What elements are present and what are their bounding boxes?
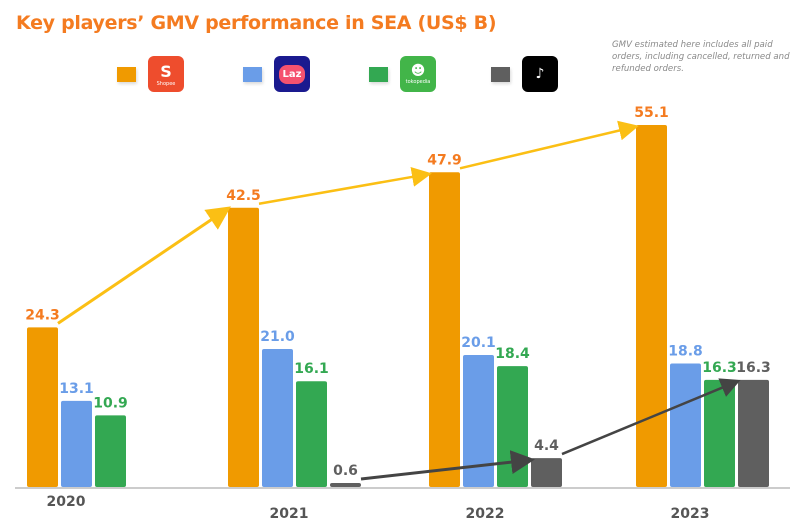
value-label: 16.1 xyxy=(294,361,329,377)
bar-tokopedia-2023 xyxy=(704,379,735,487)
bar-lazada-2021 xyxy=(262,349,293,487)
bar-tokopedia-2021 xyxy=(296,381,327,487)
tiktok-shop-logo-icon: ♪ xyxy=(522,56,558,92)
trend-arrow-tiktok-shop xyxy=(360,450,535,481)
value-label: 21.0 xyxy=(260,329,295,345)
bar-tiktok-shop-2021 xyxy=(330,483,361,487)
tokopedia-logo-icon: ☻ tokopedia xyxy=(400,56,436,92)
x-tick-label: 2020 xyxy=(47,494,86,510)
gmv-footnote: GMV estimated here includes all paid ord… xyxy=(612,40,790,74)
lazada-logo-icon: Laz xyxy=(274,56,310,92)
value-label: 0.6 xyxy=(333,463,358,479)
bar-lazada-2020 xyxy=(61,400,92,487)
bar-shopee-2021 xyxy=(228,207,259,487)
bar-tokopedia-2022 xyxy=(497,366,528,487)
legend-swatch xyxy=(117,66,136,82)
bar-tiktok-shop-2022 xyxy=(531,458,562,487)
value-label: 16.3 xyxy=(702,360,737,376)
x-tick-label: 2021 xyxy=(270,506,309,522)
bar-lazada-2023 xyxy=(670,363,701,487)
bar-shopee-2023 xyxy=(636,124,667,488)
trend-arrow-shopee xyxy=(57,206,231,325)
value-label: 10.9 xyxy=(93,395,128,411)
trend-arrow-shopee xyxy=(258,167,432,206)
bar-shopee-2022 xyxy=(429,172,460,487)
legend-item-shopee: S Shopee xyxy=(117,56,184,92)
value-label: 55.1 xyxy=(634,105,669,121)
x-tick-label: 2023 xyxy=(671,506,710,522)
value-label: 18.4 xyxy=(495,346,530,362)
value-label: 4.4 xyxy=(534,438,559,454)
value-label: 13.1 xyxy=(59,381,94,397)
legend-swatch xyxy=(243,66,262,82)
x-tick-label: 2022 xyxy=(466,506,505,522)
value-label: 18.8 xyxy=(668,343,703,359)
legend-item-tokopedia: ☻ tokopedia xyxy=(369,56,436,92)
trend-arrow-tiktok-shop xyxy=(561,378,741,456)
chart-title: Key players’ GMV performance in SEA (US$… xyxy=(16,12,497,34)
value-label: 47.9 xyxy=(427,152,462,168)
trend-arrow-shopee xyxy=(459,120,639,170)
legend-swatch xyxy=(491,66,510,82)
bar-shopee-2020 xyxy=(27,327,58,487)
legend-item-lazada: Laz xyxy=(243,56,310,92)
value-label: 20.1 xyxy=(461,335,496,351)
bar-lazada-2022 xyxy=(463,354,494,487)
bar-tokopedia-2020 xyxy=(95,415,126,487)
shopee-logo-icon: S Shopee xyxy=(148,56,184,92)
bar-tiktok-shop-2023 xyxy=(738,379,769,487)
value-label: 16.3 xyxy=(736,360,771,376)
value-label: 24.3 xyxy=(25,307,60,323)
value-label: 42.5 xyxy=(226,188,261,204)
legend-swatch xyxy=(369,66,388,82)
legend-item-tiktok-shop: ♪ xyxy=(491,56,558,92)
